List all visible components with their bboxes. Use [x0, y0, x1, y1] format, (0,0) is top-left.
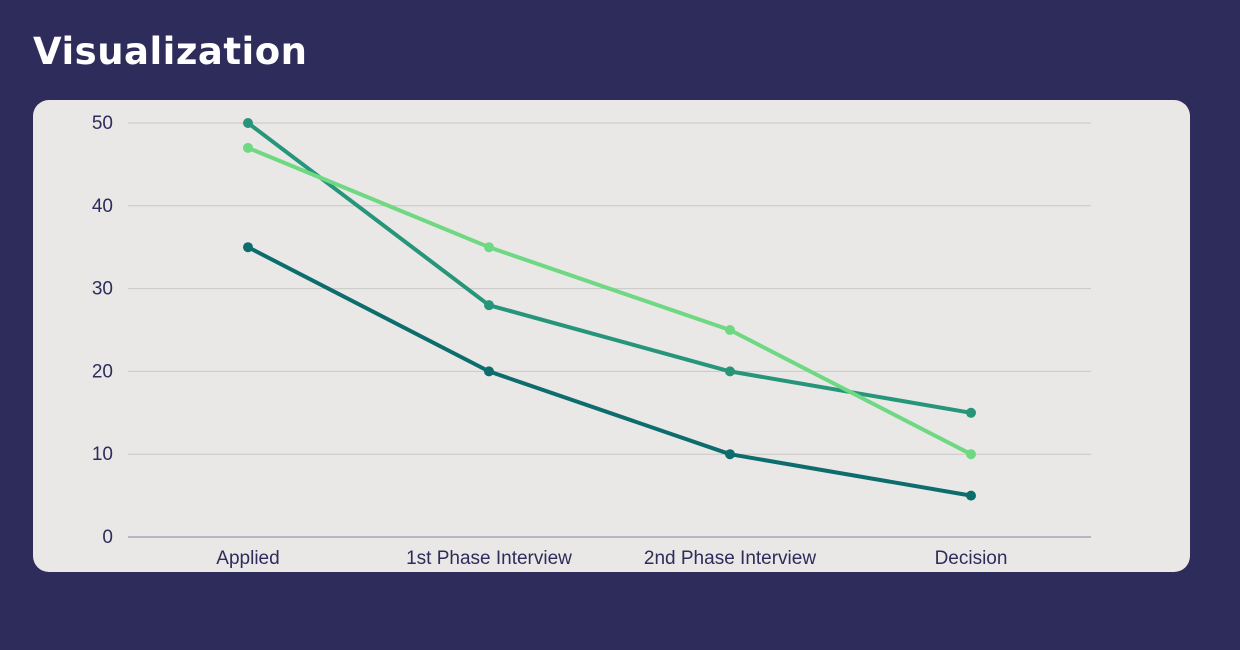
x-axis-tick-labels: Applied 1st Phase Interview 2nd Phase Inte…	[216, 548, 1007, 569]
x-tick-label: 1st Phase Interview	[406, 548, 572, 569]
data-point	[484, 300, 494, 311]
y-tick-label: 50	[92, 113, 113, 134]
y-tick-label: 20	[92, 361, 113, 382]
x-tick-label: Decision	[935, 548, 1008, 569]
data-point	[725, 325, 735, 335]
line-chart: 0 10 20 30 40 50 Applied 1st Phase Interview 2n…	[92, 113, 1091, 569]
data-point	[966, 449, 976, 460]
data-points	[243, 118, 976, 501]
data-point	[725, 366, 735, 377]
y-axis-tick-labels: 0 10 20 30 40 50	[92, 113, 113, 548]
y-tick-label: 10	[92, 444, 113, 465]
data-point	[484, 242, 494, 253]
x-tick-label: Applied	[216, 548, 279, 569]
y-tick-label: 40	[92, 196, 113, 217]
x-tick-label: 2nd Phase Interview	[644, 548, 816, 569]
data-point	[243, 118, 253, 128]
data-point	[243, 242, 253, 253]
data-point	[966, 490, 976, 501]
data-point	[243, 142, 253, 153]
page-title: Visualization	[33, 30, 308, 73]
series-line-3	[246, 245, 973, 498]
data-point	[725, 449, 735, 460]
chart-card: 0 10 20 30 40 50 Applied 1st Phase Interview 2n…	[33, 100, 1190, 572]
data-point	[966, 407, 976, 418]
data-point	[484, 366, 494, 377]
series-line-2	[246, 145, 973, 457]
y-tick-label: 0	[102, 527, 113, 548]
y-tick-label: 30	[92, 279, 113, 300]
series-lines	[246, 121, 973, 498]
series-line-1	[246, 121, 973, 415]
